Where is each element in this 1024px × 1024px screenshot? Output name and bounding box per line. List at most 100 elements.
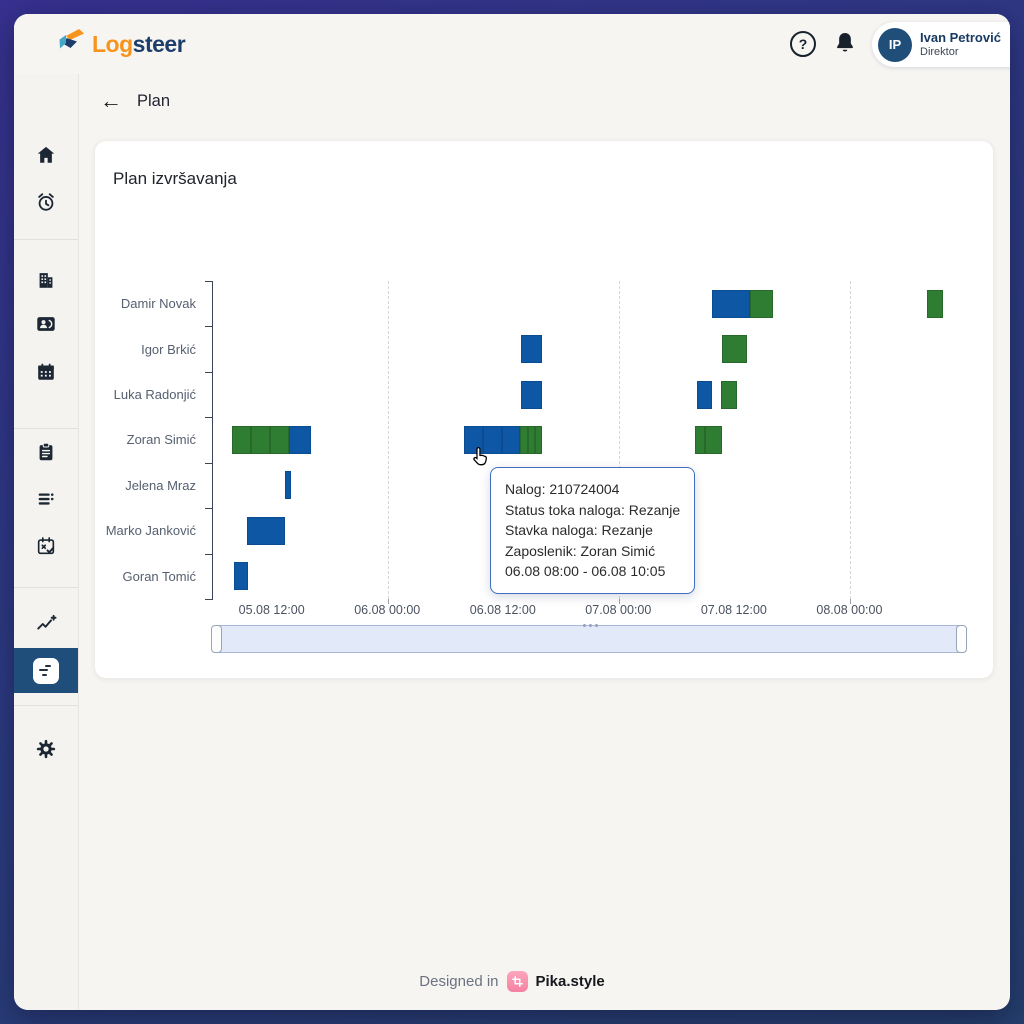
user-role: Direktor [920,45,959,58]
gantt-bar[interactable] [289,426,312,454]
y-axis-label: Igor Brkić [141,341,196,357]
sidebar-item-settings[interactable] [14,732,78,768]
tooltip-line: Status toka naloga: Rezanje [505,501,681,518]
gantt-bar[interactable] [697,380,712,409]
sidebar-item-home[interactable] [14,138,78,174]
x-axis-tick [388,599,390,604]
sidebar-item-tasks[interactable] [14,435,78,471]
y-axis-label: Jelena Mraz [125,477,196,493]
y-axis-tick [205,281,213,282]
gear-icon [35,738,57,763]
x-axis-label: 06.08 00:00 [354,603,421,617]
y-axis-labels: Damir Novak Igor Brkić Luka Radonjić Zoran … [95,281,204,599]
gantt-bar[interactable] [721,380,737,409]
y-axis-label: Goran Tomić [122,568,196,584]
y-axis-label: Zoran Simić [126,432,196,448]
x-axis-label: 05.08 12:00 [238,603,305,617]
gantt-bar[interactable] [521,380,543,409]
scrollbar-left-handle[interactable] [211,625,222,653]
gantt-bar[interactable] [705,426,723,454]
footer-text: Designed in [419,973,499,990]
y-axis-tick [205,417,213,419]
sidebar [14,74,79,1010]
gantt-bar[interactable] [246,516,286,545]
y-axis-label: Marko Janković [105,523,196,539]
tooltip-line: Nalog: 210724004 [505,481,620,497]
y-axis-label: Luka Radonjić [113,387,196,403]
pika-style-icon [506,971,528,992]
gridline [388,281,390,599]
x-axis-label: 06.08 12:00 [469,603,536,617]
page-head: ← Plan [100,90,170,112]
gridline [619,281,621,599]
gantt-bar[interactable] [250,426,270,454]
gantt-bar[interactable] [521,335,543,364]
sidebar-item-contacts[interactable] [14,307,78,343]
gantt-bar[interactable] [482,426,502,454]
sidebar-divider [14,587,78,588]
sidebar-item-calendar[interactable] [14,355,78,391]
zoom-scrollbar[interactable] [211,624,967,653]
gantt-bar[interactable] [234,562,248,591]
sidebar-divider [14,239,78,240]
bell-icon [832,30,858,59]
sidebar-item-alarm[interactable] [14,185,78,221]
gantt-bar[interactable] [527,426,535,454]
pika-style-label[interactable]: Pika.style [535,973,605,990]
back-button[interactable]: ← [100,90,122,112]
gantt-bar[interactable] [232,426,251,454]
logo-wordmark: Logsteer [92,31,186,57]
gantt-bar[interactable] [269,426,290,454]
chart-tooltip: Nalog: 210724004 Status toka naloga: Rez… [490,467,696,594]
gantt-bar[interactable] [722,335,748,364]
building-icon [35,269,57,294]
app-header: Logsteer ? IP Ivan Petrović Direktor [14,14,1010,74]
gantt-bar[interactable] [534,426,543,454]
gantt-bar[interactable] [501,426,521,454]
sidebar-item-plan[interactable] [14,648,78,693]
y-axis-tick [205,553,213,555]
y-axis-tick [205,462,213,464]
app-window: Logsteer ? IP Ivan Petrović Direktor [14,14,1010,1010]
gantt-bar[interactable] [711,289,751,318]
footer: Designed in Pika.style [14,971,1010,992]
sidebar-divider [14,428,78,429]
gantt-bar[interactable] [464,426,483,454]
clipboard-icon [35,441,57,466]
y-axis-tick [205,326,213,328]
sidebar-item-analytics[interactable] [14,607,78,643]
tooltip-line: 06.08 08:00 - 06.08 10:05 [505,563,666,580]
gantt-bar[interactable] [285,471,291,500]
gantt-bar[interactable] [695,426,706,454]
notifications-button[interactable] [831,30,859,58]
avatar: IP [878,27,912,62]
help-button[interactable]: ? [789,30,817,58]
calendar-x-check-icon [35,535,57,560]
gridline [850,281,852,599]
back-arrow-icon: ← [100,88,122,113]
gantt-bar[interactable] [927,289,943,318]
card-title: Plan izvršavanja [113,169,237,188]
user-menu[interactable]: IP Ivan Petrović Direktor [872,22,1010,67]
list-icon [35,488,57,513]
scrollbar-right-handle[interactable] [956,625,967,653]
x-axis-tick [619,599,621,604]
sidebar-divider [14,705,78,706]
x-axis-label: 07.08 12:00 [700,603,767,617]
scrollbar-drag-dots-icon [589,624,592,627]
gantt-bar[interactable] [750,289,774,318]
y-axis-tick [205,508,213,510]
plan-card: Plan izvršavanja Damir Novak Igor Brkić Lu… [94,140,994,679]
logsteer-logo[interactable]: Logsteer [56,27,186,62]
sidebar-item-calendar-status[interactable] [14,529,78,565]
plot-area[interactable] [205,281,965,604]
sidebar-item-company[interactable] [14,263,78,299]
tooltip-line: Zaposlenik: Zoran Simić [505,542,656,559]
gantt-bar[interactable] [520,426,528,454]
help-icon: ? [790,31,816,57]
analytics-icon [35,613,57,638]
calendar-icon [35,361,57,386]
sidebar-item-orders-list[interactable] [14,482,78,518]
x-axis-labels: 05.08 12:00 06.08 00:00 06.08 12:00 07.08 0… [212,603,964,619]
